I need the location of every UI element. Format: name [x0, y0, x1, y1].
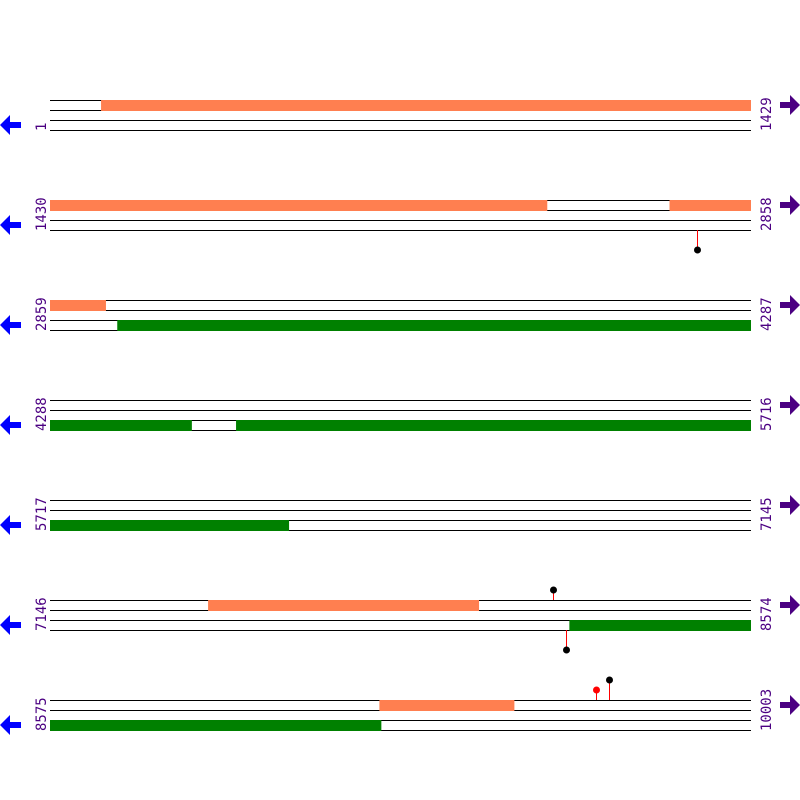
sequence-row: 5717 7145 [0, 495, 800, 535]
reverse-feature[interactable] [50, 720, 382, 731]
row-start-label: 8575 [34, 697, 50, 731]
arrow-right-icon[interactable] [780, 95, 800, 115]
reverse-feature[interactable] [50, 420, 192, 431]
arrow-left-icon[interactable] [0, 415, 21, 435]
row-start-label: 7146 [34, 597, 50, 631]
arrow-left-icon[interactable] [0, 615, 21, 635]
row-start-label: 2859 [34, 297, 50, 331]
row-start-label: 1430 [34, 197, 50, 231]
forward-feature[interactable] [208, 600, 480, 611]
reverse-feature[interactable] [569, 620, 751, 631]
arrow-left-icon[interactable] [0, 115, 21, 135]
sequence-row: 2859 4287 [0, 295, 800, 335]
row-end-label: 8574 [759, 597, 775, 631]
site-marker[interactable] [694, 246, 701, 254]
reverse-feature[interactable] [50, 520, 290, 531]
sequence-row: 7146 8574 [0, 586, 800, 654]
row-end-label: 1429 [759, 97, 775, 131]
site-marker[interactable] [563, 646, 570, 654]
site-marker[interactable] [550, 586, 557, 594]
row-start-label: 5717 [34, 497, 50, 531]
row-end-label: 10003 [759, 689, 775, 731]
site-marker[interactable] [606, 676, 613, 684]
reverse-feature[interactable] [236, 420, 752, 431]
arrow-right-icon[interactable] [780, 695, 800, 715]
forward-feature[interactable] [50, 200, 548, 211]
arrow-right-icon[interactable] [780, 595, 800, 615]
row-end-label: 4287 [759, 297, 775, 331]
row-end-label: 2858 [759, 197, 775, 231]
sequence-row: 1 1429 [0, 95, 800, 135]
reverse-feature[interactable] [117, 320, 751, 331]
sequence-row: 4288 5716 [0, 395, 800, 435]
arrow-left-icon[interactable] [0, 715, 21, 735]
row-start-label: 4288 [34, 397, 50, 431]
row-end-label: 7145 [759, 497, 775, 531]
row-end-label: 5716 [759, 397, 775, 431]
arrow-right-icon[interactable] [780, 495, 800, 515]
arrow-right-icon[interactable] [780, 295, 800, 315]
forward-feature[interactable] [50, 300, 106, 311]
site-marker[interactable] [593, 686, 600, 694]
sequence-row: 1430 2858 [0, 195, 800, 254]
arrow-left-icon[interactable] [0, 515, 21, 535]
arrow-right-icon[interactable] [780, 395, 800, 415]
sequence-row: 8575 10003 [0, 676, 800, 735]
row-start-label: 1 [34, 123, 50, 131]
arrow-right-icon[interactable] [780, 195, 800, 215]
arrow-left-icon[interactable] [0, 315, 21, 335]
forward-feature[interactable] [101, 100, 751, 111]
forward-feature[interactable] [669, 200, 751, 211]
forward-feature[interactable] [379, 700, 515, 711]
arrow-left-icon[interactable] [0, 215, 21, 235]
